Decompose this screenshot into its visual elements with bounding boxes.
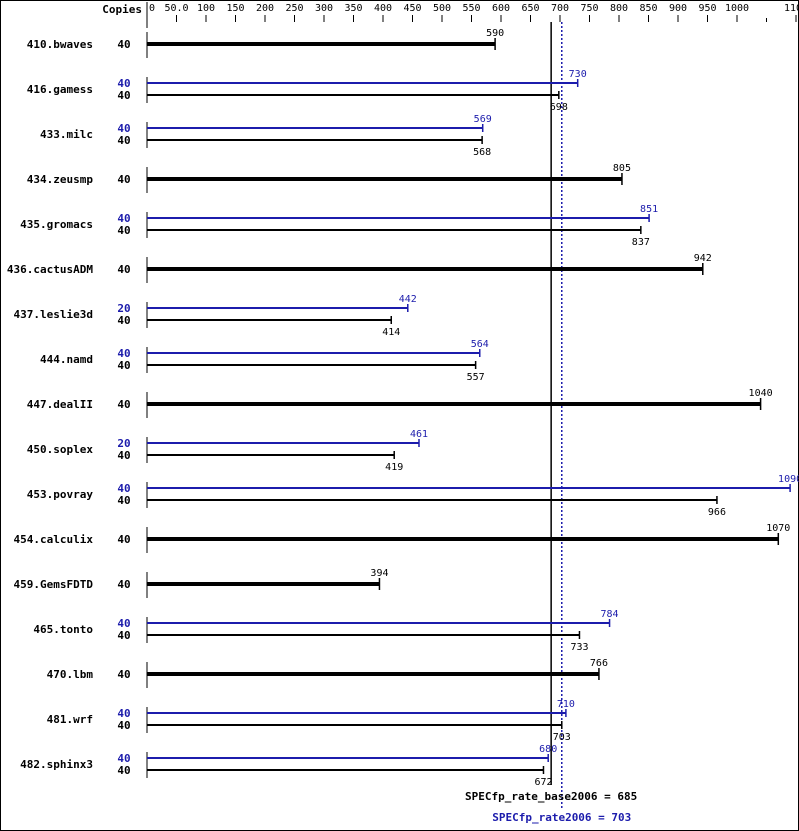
base-value-label: 698: [550, 102, 568, 113]
base-copies: 40: [117, 668, 130, 681]
benchmark-label: 447.dealII: [27, 398, 93, 411]
base-value-label: 942: [694, 253, 712, 264]
peak-copies: 40: [117, 77, 130, 90]
x-tick-label: 800: [610, 3, 628, 14]
base-copies: 40: [117, 89, 130, 102]
base-value-label: 672: [534, 777, 552, 788]
base-copies: 40: [117, 134, 130, 147]
x-tick-label: 500: [433, 3, 451, 14]
base-value-label: 414: [382, 327, 400, 338]
x-tick-label: 950: [698, 3, 716, 14]
peak-value-label: 710: [557, 699, 575, 710]
x-tick-label: 600: [492, 3, 510, 14]
base-copies: 40: [117, 263, 130, 276]
peak-copies: 40: [117, 617, 130, 630]
x-tick-label: 1000: [725, 3, 749, 14]
peak-copies: 40: [117, 212, 130, 225]
x-tick-label: 200: [256, 3, 274, 14]
x-tick-label: 450: [403, 3, 421, 14]
peak-value-label: 730: [569, 69, 587, 80]
base-copies: 40: [117, 578, 130, 591]
base-copies: 40: [117, 173, 130, 186]
benchmark-label: 454.calculix: [14, 533, 94, 546]
x-tick-label: 550: [462, 3, 480, 14]
benchmark-label: 481.wrf: [47, 713, 93, 726]
peak-copies: 20: [117, 437, 130, 450]
benchmark-label: 437.leslie3d: [14, 308, 93, 321]
x-tick-label: 1100: [784, 3, 799, 14]
base-copies: 40: [117, 359, 130, 372]
benchmark-label: 444.namd: [40, 353, 93, 366]
peak-copies: 40: [117, 707, 130, 720]
base-copies: 40: [117, 314, 130, 327]
benchmark-label: 482.sphinx3: [20, 758, 93, 771]
copies-header: Copies: [102, 3, 142, 16]
benchmark-label: 470.lbm: [47, 668, 94, 681]
peak-copies: 40: [117, 482, 130, 495]
base-copies: 40: [117, 533, 130, 546]
base-value-label: 703: [553, 732, 571, 743]
base-value-label: 557: [467, 372, 485, 383]
benchmark-label: 453.povray: [27, 488, 94, 501]
base-value-label: 568: [473, 147, 491, 158]
base-value-label: 766: [590, 658, 608, 669]
benchmark-label: 416.gamess: [27, 83, 93, 96]
base-copies: 40: [117, 494, 130, 507]
base-value-label: 966: [708, 507, 726, 518]
base-value-label: 419: [385, 462, 403, 473]
base-value-label: 590: [486, 28, 504, 39]
base-copies: 40: [117, 764, 130, 777]
peak-value-label: 569: [474, 114, 492, 125]
peak-value-label: 680: [539, 744, 557, 755]
peak-value-label: 851: [640, 204, 658, 215]
base-copies: 40: [117, 719, 130, 732]
benchmark-label: 465.tonto: [33, 623, 93, 636]
base-value-label: 733: [570, 642, 588, 653]
x-tick-label: 250: [285, 3, 303, 14]
benchmark-label: 450.soplex: [27, 443, 94, 456]
x-tick-label: 100: [197, 3, 215, 14]
base-value-label: 837: [632, 237, 650, 248]
peak-value-label: 1090: [778, 474, 799, 485]
peak-copies: 20: [117, 302, 130, 315]
x-tick-label: 50.0: [164, 3, 188, 14]
base-value-label: 805: [613, 163, 631, 174]
base-value-label: 394: [370, 568, 388, 579]
peak-value-label: 564: [471, 339, 489, 350]
peak-summary-label: SPECfp_rate2006 = 703: [492, 811, 631, 824]
peak-value-label: 784: [601, 609, 619, 620]
benchmark-label: 459.GemsFDTD: [14, 578, 94, 591]
benchmark-label: 433.milc: [40, 128, 93, 141]
base-copies: 40: [117, 398, 130, 411]
base-value-label: 1040: [749, 388, 773, 399]
x-tick-label: 700: [551, 3, 569, 14]
benchmark-label: 436.cactusADM: [7, 263, 93, 276]
x-tick-label: 350: [344, 3, 362, 14]
base-summary-label: SPECfp_rate_base2006 = 685: [465, 790, 637, 803]
x-tick-label: 300: [315, 3, 333, 14]
base-copies: 40: [117, 224, 130, 237]
peak-value-label: 461: [410, 429, 428, 440]
x-tick-label: 0: [149, 3, 155, 14]
x-tick-label: 850: [639, 3, 657, 14]
base-copies: 40: [117, 38, 130, 51]
peak-copies: 40: [117, 347, 130, 360]
base-copies: 40: [117, 629, 130, 642]
benchmark-label: 434.zeusmp: [27, 173, 94, 186]
x-tick-label: 750: [580, 3, 598, 14]
peak-copies: 40: [117, 122, 130, 135]
x-tick-label: 400: [374, 3, 392, 14]
x-tick-label: 900: [669, 3, 687, 14]
peak-value-label: 442: [399, 294, 417, 305]
base-copies: 40: [117, 449, 130, 462]
benchmark-label: 435.gromacs: [20, 218, 93, 231]
base-value-label: 1070: [766, 523, 790, 534]
x-tick-label: 650: [521, 3, 539, 14]
benchmark-label: 410.bwaves: [27, 38, 93, 51]
x-tick-label: 150: [226, 3, 244, 14]
peak-copies: 40: [117, 752, 130, 765]
